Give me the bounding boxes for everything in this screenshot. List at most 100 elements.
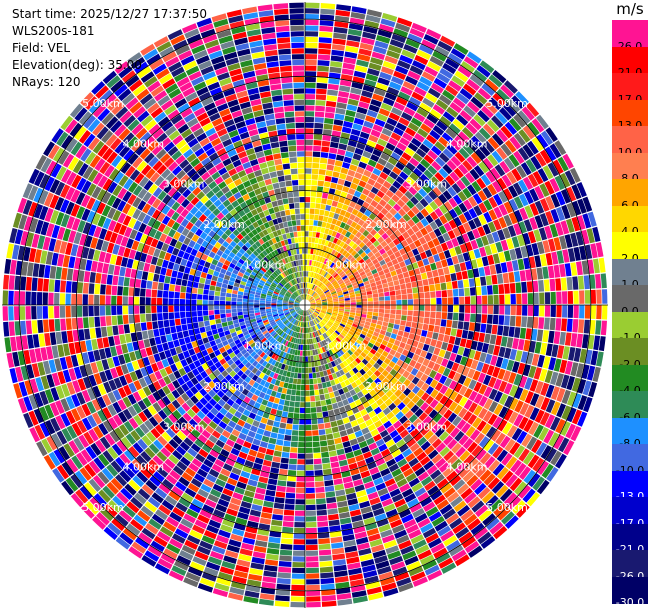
velocity-gate xyxy=(313,266,317,273)
velocity-gate xyxy=(559,359,568,374)
velocity-gate xyxy=(562,305,568,318)
velocity-gate xyxy=(448,208,458,219)
velocity-gate xyxy=(518,221,527,234)
velocity-gate xyxy=(306,544,318,551)
velocity-gate xyxy=(381,252,389,259)
velocity-gate xyxy=(438,136,450,148)
velocity-gate xyxy=(318,423,325,430)
velocity-gate xyxy=(260,512,272,519)
velocity-gate xyxy=(372,168,382,176)
velocity-gate xyxy=(393,364,401,372)
velocity-gate xyxy=(88,317,95,328)
velocity-gate xyxy=(465,339,473,349)
velocity-gate xyxy=(365,418,374,427)
velocity-gate xyxy=(386,425,396,434)
velocity-gate xyxy=(519,207,529,221)
velocity-gate xyxy=(361,308,368,312)
velocity-gate xyxy=(485,324,492,334)
velocity-gate xyxy=(274,379,281,386)
velocity-gate xyxy=(316,303,322,305)
velocity-gate xyxy=(337,500,348,508)
velocity-gate xyxy=(355,238,362,246)
velocity-gate xyxy=(193,328,201,335)
velocity-gate xyxy=(300,310,303,316)
velocity-gate xyxy=(411,91,424,102)
velocity-gate xyxy=(344,211,352,219)
velocity-gate xyxy=(364,321,371,326)
velocity-gate xyxy=(331,177,339,184)
velocity-gate xyxy=(502,422,513,435)
velocity-gate xyxy=(202,305,208,311)
velocity-gate xyxy=(421,71,436,82)
velocity-gate xyxy=(145,289,152,297)
velocity-gate xyxy=(389,429,399,439)
velocity-gate xyxy=(493,305,499,315)
velocity-gate xyxy=(305,174,312,180)
velocity-gate xyxy=(427,150,438,160)
velocity-gate xyxy=(365,385,373,393)
velocity-gate xyxy=(560,421,571,436)
velocity-gate xyxy=(319,256,323,263)
velocity-gate xyxy=(333,390,340,397)
velocity-gate xyxy=(321,589,336,596)
velocity-gate xyxy=(335,108,346,115)
velocity-gate xyxy=(498,406,509,419)
velocity-gate xyxy=(350,579,365,587)
velocity-gate xyxy=(368,442,378,451)
velocity-gate xyxy=(544,225,553,239)
velocity-gate xyxy=(468,390,478,402)
velocity-gate xyxy=(428,449,439,460)
velocity-gate xyxy=(300,316,303,322)
velocity-gate xyxy=(511,95,525,109)
velocity-gate xyxy=(412,385,421,395)
velocity-gate xyxy=(274,600,290,607)
velocity-gate xyxy=(316,288,321,293)
velocity-gate xyxy=(349,347,356,353)
velocity-gate xyxy=(322,270,327,277)
velocity-gate xyxy=(343,267,349,273)
velocity-gate xyxy=(381,325,388,331)
velocity-gate xyxy=(320,284,325,289)
velocity-gate xyxy=(439,446,451,457)
velocity-gate xyxy=(354,399,362,407)
velocity-gate xyxy=(362,339,369,345)
velocity-gate xyxy=(451,183,462,194)
velocity-gate xyxy=(242,308,249,312)
velocity-gate xyxy=(265,489,276,497)
velocity-gate xyxy=(353,190,362,198)
velocity-gate xyxy=(306,322,308,328)
velocity-gate xyxy=(347,396,354,404)
velocity-gate xyxy=(336,252,342,259)
velocity-gate xyxy=(246,520,259,529)
velocity-gate xyxy=(545,343,553,357)
velocity-gate xyxy=(226,313,232,318)
velocity-gate xyxy=(373,232,381,240)
velocity-gate xyxy=(432,104,445,115)
velocity-gate xyxy=(243,441,252,449)
velocity-gate xyxy=(338,294,344,298)
velocity-gate xyxy=(160,335,167,344)
velocity-gate xyxy=(549,278,556,292)
velocity-gate xyxy=(355,536,369,545)
velocity-gate xyxy=(321,600,337,607)
velocity-gate xyxy=(536,267,544,280)
velocity-gate xyxy=(352,123,363,131)
velocity-gate xyxy=(564,360,573,375)
velocity-gate xyxy=(306,327,308,333)
velocity-gate xyxy=(414,466,426,477)
velocity-gate xyxy=(306,288,309,294)
velocity-gate xyxy=(416,221,424,230)
velocity-gate xyxy=(448,380,458,390)
velocity-gate xyxy=(441,290,448,298)
velocity-gate xyxy=(367,294,373,299)
velocity-gate xyxy=(349,256,356,263)
velocity-gate xyxy=(279,381,285,388)
velocity-gate xyxy=(356,255,363,262)
velocity-gate xyxy=(309,271,312,277)
velocity-gate xyxy=(332,323,339,328)
velocity-gate xyxy=(305,259,308,265)
velocity-gate xyxy=(366,9,382,18)
velocity-gate xyxy=(571,409,582,425)
velocity-gate xyxy=(313,272,317,279)
velocity-gate xyxy=(458,434,469,446)
